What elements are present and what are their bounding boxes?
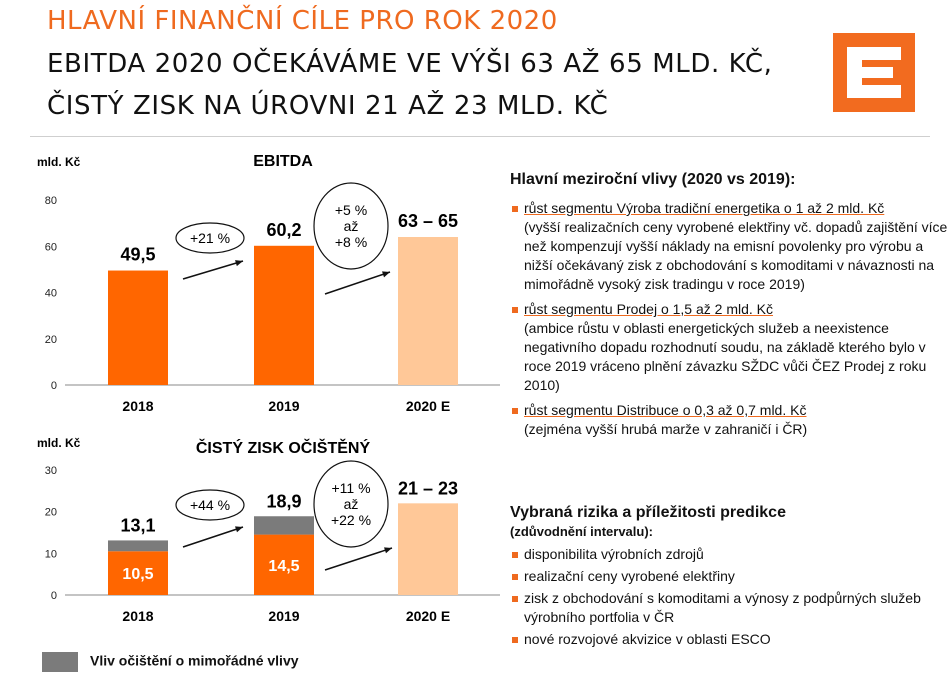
growth-arrow: [182, 526, 244, 548]
x-tick-label: 2020 E: [406, 608, 450, 624]
bar-base: [254, 534, 314, 595]
risks-list: disponibilita výrobních zdrojů realizačn…: [510, 545, 950, 649]
driver-title: růst segmentu Distribuce o 0,3 až 0,7 ml…: [524, 402, 807, 418]
bar-base-label: 10,5: [122, 566, 153, 583]
growth-bubble: [175, 222, 245, 254]
driver-detail: (vyšší realizačních ceny vyrobené elektř…: [524, 219, 948, 292]
growth-label: +21 %: [190, 230, 230, 246]
legend-swatch: [42, 652, 78, 672]
data-label: 49,5: [120, 245, 155, 265]
driver-item: růst segmentu Prodej o 1,5 až 2 mld. Kč …: [510, 300, 950, 395]
arrow-head: [235, 260, 243, 267]
y-tick-label: 60: [45, 241, 57, 253]
headline-line-1: EBITDA 2020 OČEKÁVÁME VE VÝŠI 63 AŽ 65 M…: [47, 49, 773, 79]
growth-bubble: [313, 182, 389, 270]
risks-heading: Vybraná rizika a příležitosti predikce: [510, 504, 786, 521]
data-label: 21 – 23: [398, 478, 458, 498]
chart-title: ČISTÝ ZISK OČIŠTĚNÝ: [196, 438, 371, 457]
driver-detail: (ambice růstu v oblasti energetických sl…: [524, 320, 927, 393]
growth-label: až: [344, 496, 359, 512]
growth-arrow: [182, 260, 244, 280]
risk-item: realizační ceny vyrobené elektřiny: [510, 567, 950, 586]
growth-label: +5 %: [335, 202, 367, 218]
legend-label: Vliv očištění o mimořádné vlivy: [90, 652, 299, 669]
growth-arrow: [324, 547, 393, 571]
y-tick-label: 0: [51, 590, 57, 602]
risk-item: nové rozvojové akvizice v oblasti ESCO: [510, 630, 950, 649]
bar-estimate: [398, 503, 458, 595]
growth-label: +22 %: [331, 512, 371, 528]
y-tick-label: 80: [45, 195, 57, 207]
x-tick-label: 2020 E: [406, 398, 450, 414]
driver-title: růst segmentu Výroba tradiční energetika…: [524, 200, 885, 216]
arrow-head: [382, 271, 390, 278]
y-tick-label: 10: [45, 548, 57, 560]
header-divider: [30, 136, 930, 137]
bar-base: [108, 551, 168, 595]
chart-title: EBITDA: [253, 153, 313, 170]
driver-detail: (zejména vyšší hrubá marže v zahraničí i…: [524, 421, 808, 437]
data-label: 13,1: [120, 515, 155, 535]
bar-adjustment: [254, 516, 314, 535]
risk-item: zisk z obchodování s komoditami a výnosy…: [510, 589, 950, 627]
risks-subheading: (zdůvodnění intervalu):: [510, 524, 653, 539]
growth-label: +11 %: [331, 480, 370, 496]
bar: [254, 245, 314, 385]
growth-label: +44 %: [190, 497, 230, 513]
growth-bubble: [175, 489, 245, 521]
drivers-panel: Hlavní meziroční vlivy (2020 vs 2019): r…: [510, 170, 950, 445]
driver-item: růst segmentu Výroba tradiční energetika…: [510, 199, 950, 294]
y-tick-label: 20: [45, 334, 57, 346]
bar-base-label: 14,5: [268, 558, 299, 575]
y-axis-unit: mld. Kč: [37, 155, 81, 169]
x-tick-label: 2019: [268, 608, 299, 624]
risk-item: disponibilita výrobních zdrojů: [510, 545, 950, 564]
bar-adjustment: [108, 540, 168, 552]
arrow-head: [384, 547, 392, 554]
company-logo: [833, 33, 915, 112]
arrow-head: [235, 526, 243, 533]
y-axis-unit: mld. Kč: [37, 436, 81, 450]
drivers-heading: Hlavní meziroční vlivy (2020 vs 2019):: [510, 171, 796, 188]
driver-title: růst segmentu Prodej o 1,5 až 2 mld. Kč: [524, 301, 774, 317]
drivers-list: růst segmentu Výroba tradiční energetika…: [510, 199, 950, 439]
x-tick-label: 2019: [268, 398, 299, 414]
x-tick-label: 2018: [122, 608, 153, 624]
growth-bubble: [313, 460, 389, 548]
y-tick-label: 20: [45, 507, 57, 519]
x-tick-label: 2018: [122, 398, 153, 414]
page-title: HLAVNÍ FINANČNÍ CÍLE PRO ROK 2020: [47, 6, 558, 36]
growth-label: až: [344, 218, 359, 234]
y-tick-label: 0: [51, 380, 57, 392]
data-label: 60,2: [266, 220, 301, 240]
legend: Vliv očištění o mimořádné vlivy: [42, 652, 299, 672]
data-label: 18,9: [266, 491, 301, 511]
bar: [398, 237, 458, 385]
data-label: 63 – 65: [398, 211, 458, 231]
growth-arrow: [324, 271, 391, 295]
bar: [108, 270, 168, 385]
growth-label: +8 %: [335, 234, 367, 250]
y-tick-label: 40: [45, 288, 57, 300]
risks-panel: Vybraná rizika a příležitosti predikce (…: [510, 503, 950, 652]
headline-line-2: ČISTÝ ZISK NA ÚROVNI 21 AŽ 23 MLD. KČ: [47, 91, 609, 121]
charts-area: mld. Kč EBITDA 0 20 40 60 80 2018 49,5 2019 60,2 20…: [37, 153, 500, 624]
driver-item: růst segmentu Distribuce o 0,3 až 0,7 ml…: [510, 401, 950, 439]
y-tick-label: 30: [45, 465, 57, 477]
